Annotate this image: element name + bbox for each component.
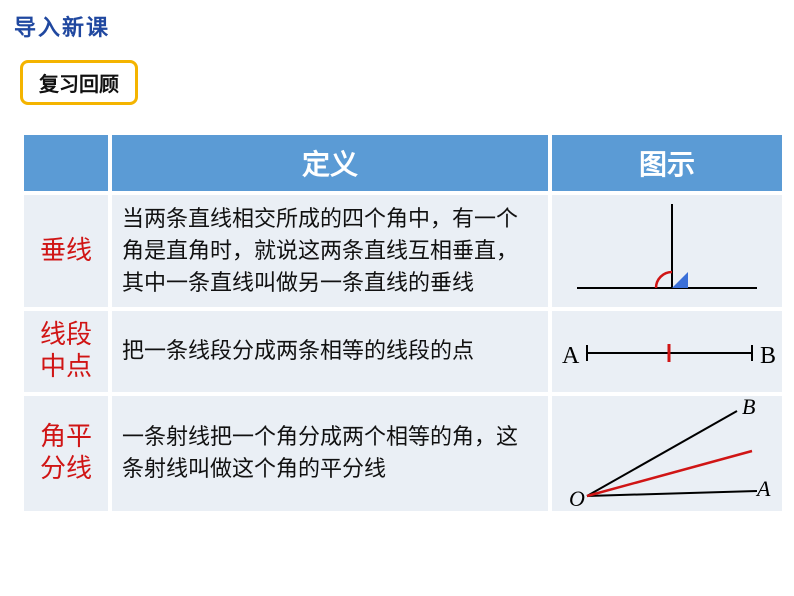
row-label-perpendicular: 垂线 [24, 195, 108, 307]
label-O: O [569, 486, 585, 511]
table-row: 角平分线 一条射线把一个角分成两个相等的角，这条射线叫做这个角的平分线 O A … [24, 396, 782, 511]
label-B2: B [742, 396, 755, 419]
header-diagram: 图示 [552, 135, 782, 191]
definition-perpendicular: 当两条直线相交所成的四个角中，有一个角是直角时，就说这两条直线互相垂直，其中一条… [112, 195, 548, 307]
diagram-perpendicular [552, 195, 782, 307]
perpendicular-icon [562, 196, 772, 306]
definition-midpoint: 把一条线段分成两条相等的线段的点 [112, 311, 548, 392]
definitions-table: 定义 图示 垂线 当两条直线相交所成的四个角中，有一个角是直角时，就说这两条直线… [20, 131, 786, 515]
header-definition: 定义 [112, 135, 548, 191]
diagram-bisector: O A B [552, 396, 782, 511]
row-label-bisector: 角平分线 [24, 396, 108, 511]
midpoint-icon: A B [552, 321, 782, 381]
table-row: 线段中点 把一条线段分成两条相等的线段的点 A B [24, 311, 782, 392]
row-label-midpoint: 线段中点 [24, 311, 108, 392]
review-badge: 复习回顾 [20, 60, 138, 105]
label-B: B [760, 343, 776, 369]
table-header-row: 定义 图示 [24, 135, 782, 191]
label-A: A [562, 343, 580, 369]
bisector-icon: O A B [557, 396, 777, 511]
definition-bisector: 一条射线把一个角分成两个相等的角，这条射线叫做这个角的平分线 [112, 396, 548, 511]
header-blank [24, 135, 108, 191]
diagram-midpoint: A B [552, 311, 782, 392]
label-A2: A [755, 476, 771, 501]
page-title: 导入新课 [0, 0, 794, 42]
table-row: 垂线 当两条直线相交所成的四个角中，有一个角是直角时，就说这两条直线互相垂直，其… [24, 195, 782, 307]
badge-container: 复习回顾 [20, 60, 794, 105]
